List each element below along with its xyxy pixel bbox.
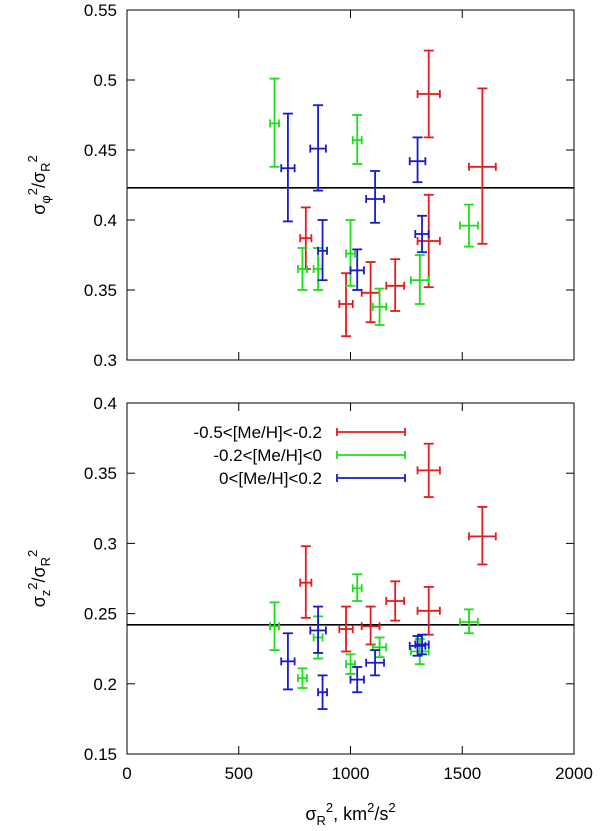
y-tick-label: 0.5 (93, 71, 117, 90)
plot-frame (126, 9, 575, 361)
y-tick-label: 0.2 (93, 675, 117, 694)
x-tick-label: 1500 (443, 764, 481, 783)
y-tick-label: 0.4 (93, 394, 117, 413)
legend-label: -0.5<[Me/H]<-0.2 (193, 423, 322, 442)
data-point (299, 545, 313, 619)
legend-label: 0<[Me/H]<0.2 (219, 469, 322, 488)
series-2 (280, 104, 430, 291)
data-point (345, 653, 356, 675)
data-point (349, 666, 365, 694)
data-point (408, 136, 427, 184)
data-point (351, 114, 363, 165)
data-point (468, 87, 497, 245)
data-point (416, 193, 441, 289)
data-point (280, 632, 296, 691)
data-point (414, 633, 430, 656)
series-0 (299, 49, 497, 338)
y-tick-label: 0.4 (93, 211, 117, 230)
x-tick-label: 2000 (555, 764, 593, 783)
data-point (416, 442, 441, 498)
data-point (351, 573, 363, 602)
legend-label: -0.2<[Me/H]<0 (213, 446, 322, 465)
x-tick-label: 500 (225, 764, 253, 783)
data-point (269, 601, 280, 652)
x-tick-label: 0 (122, 764, 131, 783)
y-axis-label: σφ2/σR2 (25, 155, 53, 215)
panel-bottom: 0.15 0.2 0.25 0.3 0.35 0.4 0 500 1000 1500 2000 σz2… (25, 394, 593, 828)
panel-top: 0.3 0.35 0.4 0.45 0.5 0.55 σφ2/σR2 (25, 1, 575, 370)
data-point (338, 272, 354, 338)
data-point (360, 605, 381, 646)
series-0 (299, 442, 497, 653)
data-point (468, 505, 497, 566)
data-point (280, 112, 296, 223)
y-tick-label: 0.25 (84, 605, 117, 624)
data-point (459, 203, 479, 248)
data-point (345, 219, 356, 287)
y-axis-label: σz2/σR2 (25, 550, 53, 608)
y-tick-label: 0.3 (93, 534, 117, 553)
y-tick-label: 0.35 (84, 281, 117, 300)
data-point (408, 635, 427, 657)
data-point (297, 247, 308, 291)
y-tick-label: 0.45 (84, 141, 117, 160)
data-point (317, 219, 328, 282)
legend: -0.5<[Me/H]<-0.2 -0.2<[Me/H]<0 0<[Me/H]<0.… (193, 423, 406, 488)
data-point (365, 170, 385, 224)
data-point (414, 214, 430, 254)
data-point (338, 605, 354, 653)
data-point (409, 637, 430, 666)
legend-swatch (336, 474, 406, 482)
legend-swatch (336, 428, 406, 436)
y-tick-label: 0.55 (84, 1, 117, 20)
data-point (371, 287, 388, 326)
series-1 (269, 573, 479, 689)
y-tick-label: 0.3 (93, 351, 117, 370)
x-axis-label: σR2, km2/s2 (305, 800, 395, 828)
data-point (385, 580, 406, 622)
data-point (385, 258, 406, 312)
data-point (416, 49, 441, 139)
data-point (309, 104, 327, 192)
x-tick-label: 1000 (332, 764, 370, 783)
data-point (309, 605, 327, 654)
legend-swatch (336, 451, 406, 459)
data-point (297, 667, 308, 689)
series-1 (269, 77, 479, 326)
data-point (459, 608, 479, 635)
data-point (416, 586, 441, 636)
y-tick-label: 0.15 (84, 745, 117, 764)
data-point (349, 248, 365, 291)
data-point (409, 254, 430, 305)
series-2 (280, 605, 430, 710)
data-point (317, 674, 328, 710)
data-point (365, 649, 385, 677)
data-point (269, 77, 280, 168)
y-tick-label: 0.35 (84, 464, 117, 483)
